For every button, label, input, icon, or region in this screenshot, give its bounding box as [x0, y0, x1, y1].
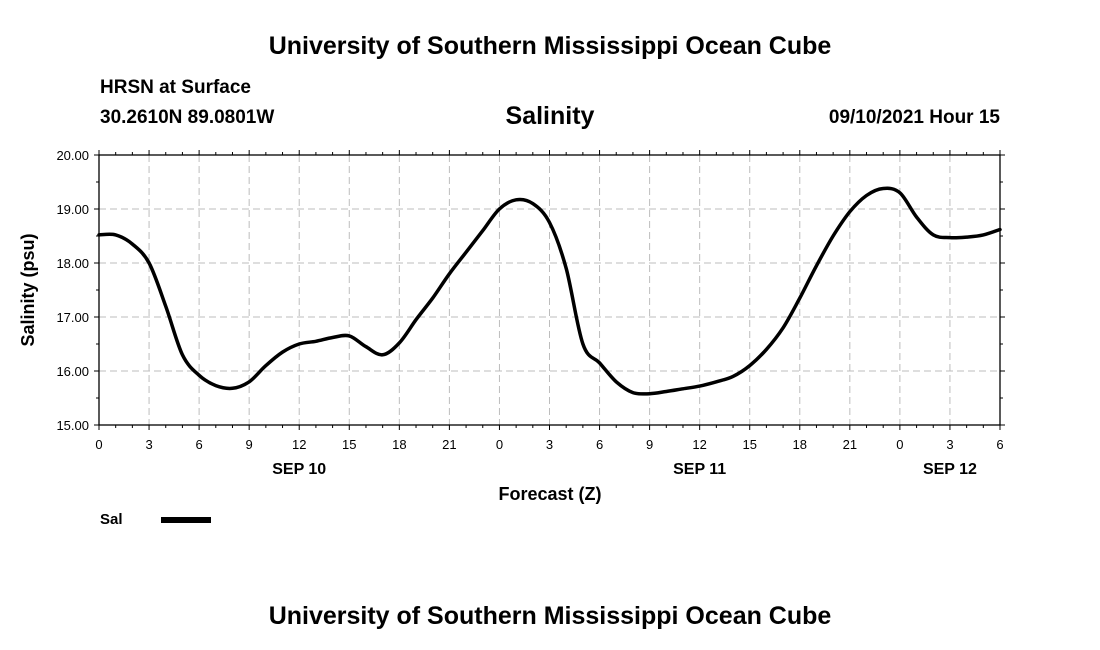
series-line-sal — [97, 186, 1002, 396]
x-tick-label: 0 — [496, 437, 503, 452]
x-tick-label: 0 — [95, 437, 102, 452]
x-tick-label: 6 — [996, 437, 1003, 452]
legend-swatch-sal — [161, 517, 211, 523]
footer-title: University of Southern Mississippi Ocean… — [268, 602, 832, 630]
y-tick-label: 20.00 — [56, 148, 89, 163]
x-tick-label: 0 — [896, 437, 903, 452]
x-day-labels: SEP 10 SEP 11 SEP 12 — [272, 461, 977, 478]
x-tick-label: 18 — [793, 437, 807, 452]
x-day-label: SEP 10 — [272, 461, 326, 478]
x-tick-label: 3 — [546, 437, 553, 452]
x-tick-label: 21 — [843, 437, 857, 452]
x-axis-label: Forecast (Z) — [498, 484, 601, 504]
station-coordinates: 30.2610N 89.0801W — [100, 107, 275, 128]
x-tick-label: 6 — [596, 437, 603, 452]
y-tick-label: 16.00 — [56, 364, 89, 379]
x-tick-label: 9 — [646, 437, 653, 452]
y-tick-label: 17.00 — [56, 310, 89, 325]
x-tick-label: 21 — [442, 437, 456, 452]
y-tick-label: 19.00 — [56, 202, 89, 217]
x-day-label: SEP 11 — [673, 461, 726, 478]
chart-grid — [99, 155, 1000, 425]
x-tick-label: 18 — [392, 437, 406, 452]
y-tick-label: 18.00 — [56, 256, 89, 271]
x-tick-label: 6 — [195, 437, 202, 452]
x-tick-label: 12 — [692, 437, 706, 452]
x-tick-label: 12 — [292, 437, 306, 452]
x-tick-label: 9 — [246, 437, 253, 452]
legend-label-sal: Sal — [100, 511, 123, 528]
x-day-label: SEP 12 — [923, 461, 977, 478]
x-tick-label: 3 — [145, 437, 152, 452]
issue-time: 09/10/2021 Hour 15 — [828, 107, 1000, 128]
chart-title: Salinity — [505, 102, 595, 130]
x-tick-label: 15 — [342, 437, 356, 452]
y-tick-label: 15.00 — [56, 418, 89, 433]
plot-frame — [98, 154, 1001, 426]
station-label: HRSN at Surface — [100, 77, 251, 98]
x-tick-label: 15 — [742, 437, 756, 452]
y-axis-label: Salinity (psu) — [18, 233, 38, 346]
page-title: University of Southern Mississippi Ocean… — [268, 32, 832, 60]
x-tick-label: 3 — [946, 437, 953, 452]
y-axis-ticks: 15.00 16.00 17.00 18.00 19.00 20.00 — [56, 148, 1005, 433]
